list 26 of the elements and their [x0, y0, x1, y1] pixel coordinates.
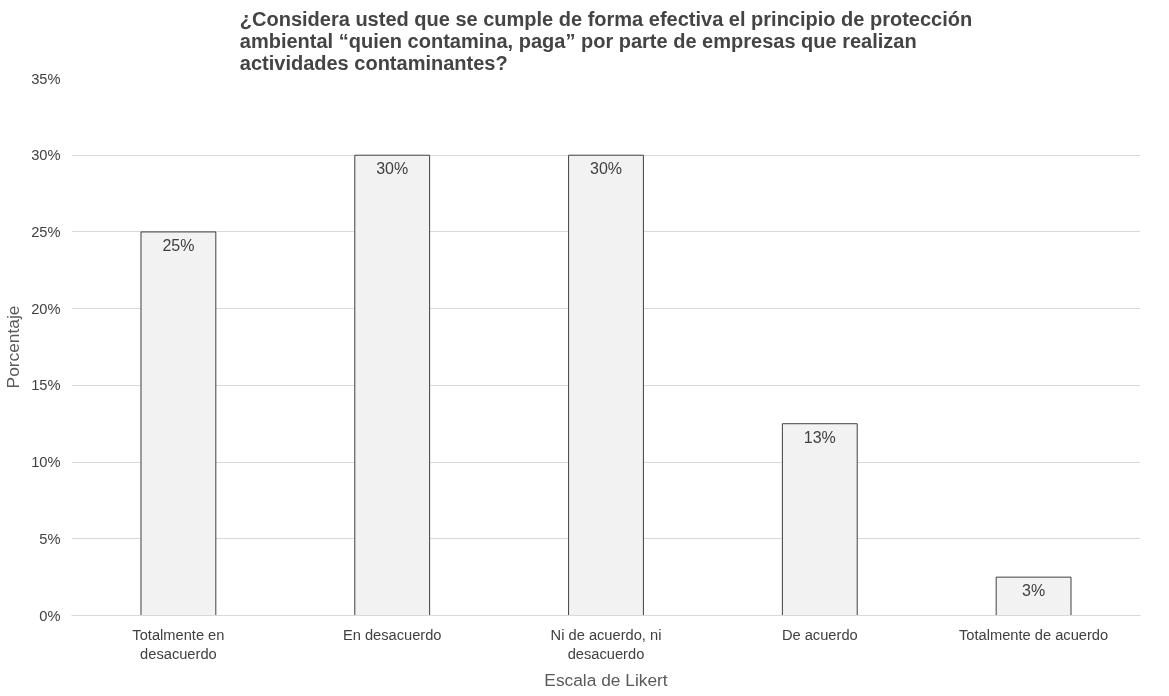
- y-tick-label: 20%: [31, 300, 61, 317]
- bar: [995, 576, 1072, 616]
- x-tick-label: En desacuerdo: [342, 626, 442, 643]
- data-label: 30%: [589, 160, 623, 178]
- data-label: 25%: [162, 236, 195, 254]
- data-label: 3%: [1022, 582, 1046, 600]
- x-tick-label: Totalmente de acuerdo: [959, 626, 1109, 643]
- y-axis-title: Porcentaje: [3, 305, 24, 389]
- x-tick-label: Totalmente en desacuerdo: [132, 626, 225, 662]
- data-label: 13%: [803, 428, 836, 446]
- y-tick-label: 5%: [39, 530, 61, 547]
- y-tick-label: 15%: [31, 377, 61, 394]
- y-tick-label: 0%: [39, 607, 61, 624]
- bar: [140, 231, 217, 616]
- y-tick-label: 35%: [31, 70, 61, 87]
- chart-title: ¿Considera usted que se cumple de forma efectiva el principio de protección ambiental “quien contamina, paga” por parte de empresas que realizan actividades contaminantes?: [239, 7, 973, 74]
- y-tick-label: 30%: [31, 147, 61, 164]
- x-tick-label: Ni de acuerdo, ni desacuerdo: [550, 626, 662, 662]
- x-tick-label: De acuerdo: [781, 626, 858, 643]
- data-label: 30%: [376, 160, 409, 178]
- bar: [781, 423, 858, 616]
- y-tick-label: 10%: [31, 454, 61, 471]
- y-tick-label: 25%: [31, 223, 61, 240]
- bar: [568, 154, 644, 616]
- bar: [354, 154, 431, 616]
- x-axis-title: Escala de Likert: [544, 669, 668, 690]
